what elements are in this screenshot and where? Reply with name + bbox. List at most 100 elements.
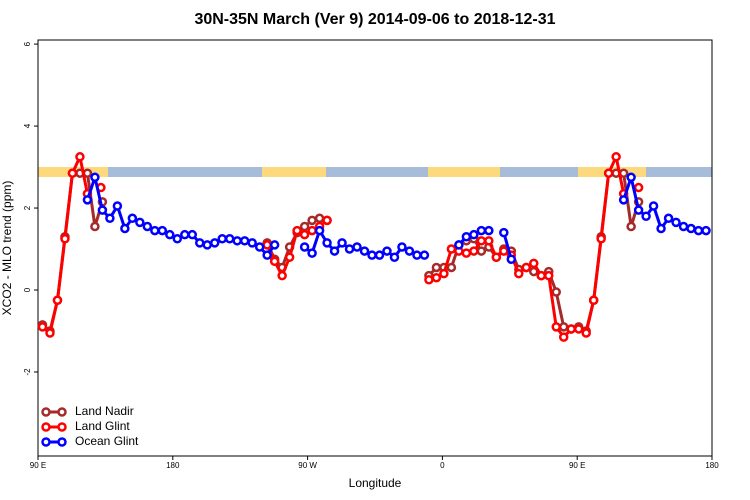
data-point: [52, 295, 63, 306]
legend-marker: [57, 437, 67, 447]
data-point: [506, 254, 517, 265]
data-point: [307, 215, 317, 226]
data-point: [446, 262, 457, 273]
data-point: [476, 236, 487, 246]
data-point: [82, 168, 93, 178]
data-point: [262, 240, 272, 250]
data-point: [558, 322, 569, 332]
legend-label: Ocean Glint: [75, 434, 139, 448]
legend-marker: [41, 407, 51, 417]
data-point: [187, 229, 198, 240]
data-point: [603, 168, 614, 178]
y-tick-label: 4: [23, 123, 32, 128]
data-point: [307, 225, 317, 236]
data-point: [476, 246, 487, 256]
data-point: [633, 182, 644, 193]
data-point: [596, 234, 606, 244]
x-tick-label: 90 E: [30, 461, 46, 470]
data-point: [397, 242, 407, 252]
data-point: [499, 246, 509, 256]
data-point: [75, 152, 85, 162]
data-point: [45, 328, 55, 338]
data-point: [671, 217, 681, 228]
data-point: [521, 262, 532, 273]
y-tick-label: 0: [23, 287, 32, 292]
data-point: [367, 250, 377, 260]
data-point: [202, 240, 212, 250]
data-point: [195, 238, 205, 248]
data-point: [543, 270, 554, 281]
data-point: [551, 322, 561, 332]
data-point: [127, 213, 138, 224]
data-point: [90, 221, 100, 232]
data-point: [641, 211, 651, 221]
data-point: [165, 229, 175, 240]
data-point: [419, 250, 430, 260]
data-point: [618, 168, 629, 178]
data-point: [656, 223, 666, 234]
y-tick-label: 2: [23, 205, 32, 210]
data-point: [476, 225, 487, 236]
legend-label: Land Nadir: [75, 404, 134, 418]
data-point: [337, 238, 347, 248]
x-tick-label: 90 W: [298, 461, 317, 470]
x-tick-label: 180: [166, 461, 180, 470]
legend-marker: [57, 407, 67, 417]
data-point: [90, 172, 100, 183]
legend-marker: [41, 437, 51, 447]
data-point: [344, 244, 355, 254]
data-point: [633, 205, 644, 215]
data-point: [314, 213, 325, 224]
data-point: [491, 252, 502, 262]
data-point: [484, 225, 494, 236]
data-point: [618, 195, 629, 205]
data-point: [551, 287, 561, 297]
data-point: [648, 201, 659, 211]
data-point: [150, 225, 160, 236]
data-point: [663, 213, 674, 224]
x-axis-label: Longitude: [349, 476, 402, 490]
data-point: [239, 236, 250, 246]
x-tick-label: 90 E: [569, 461, 585, 470]
data-point: [352, 242, 362, 252]
y-tick-label: -2: [23, 368, 32, 376]
x-tick-label: 180: [705, 461, 719, 470]
data-point: [322, 215, 332, 226]
data-point: [97, 205, 108, 215]
data-point: [105, 213, 115, 224]
data-point: [135, 217, 145, 228]
data-point: [322, 238, 332, 248]
data-point: [484, 236, 494, 246]
data-point: [382, 246, 392, 256]
data-point: [262, 250, 272, 260]
land-band: [262, 167, 326, 177]
data-point: [67, 168, 78, 178]
data-point: [431, 262, 442, 273]
data-point: [269, 240, 280, 250]
data-point: [329, 246, 340, 256]
data-point: [573, 324, 584, 334]
plot-frame: [37, 39, 713, 457]
data-point: [232, 236, 242, 246]
data-point: [247, 238, 257, 248]
data-point: [431, 272, 442, 283]
data-point: [424, 275, 434, 285]
data-point: [209, 238, 220, 248]
data-point: [446, 244, 457, 254]
data-point: [581, 328, 591, 338]
data-point: [469, 229, 479, 240]
data-point: [686, 223, 696, 234]
data-point: [439, 268, 449, 279]
data-point: [626, 221, 636, 232]
data-point: [299, 229, 310, 240]
data-point: [37, 322, 48, 332]
data-point: [120, 223, 130, 234]
legend-marker: [57, 422, 67, 432]
data-point: [588, 295, 599, 306]
data-point: [299, 221, 310, 232]
data-point: [461, 231, 472, 242]
ocean-band: [38, 167, 712, 177]
y-tick-label: 6: [23, 41, 32, 46]
